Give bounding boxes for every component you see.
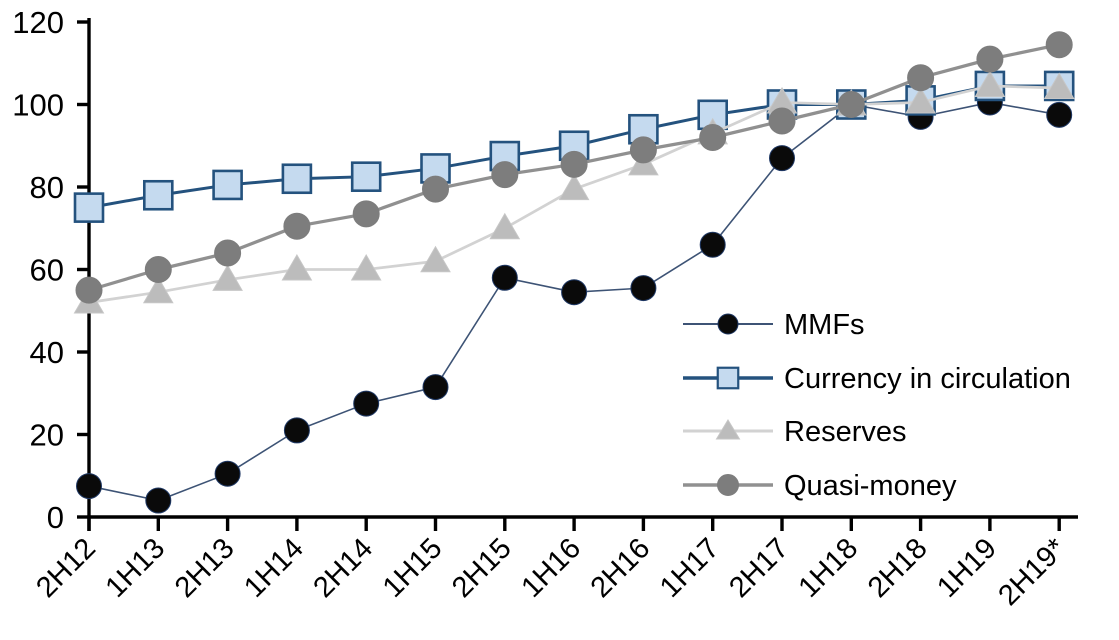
x-axis-labels: 2H121H132H131H142H141H152H151H162H161H17… xyxy=(30,532,1072,612)
circle-marker xyxy=(352,200,380,228)
square-marker xyxy=(73,192,105,223)
triangle-marker xyxy=(974,70,1006,97)
square-marker xyxy=(143,179,174,211)
triangle-marker xyxy=(489,212,521,240)
triangle-marker xyxy=(281,254,313,281)
x-tick-label: 1H17 xyxy=(654,532,726,604)
y-tick-label: 0 xyxy=(47,500,64,535)
x-tick-label: 2H14 xyxy=(307,532,379,604)
series-group xyxy=(73,31,1075,514)
circle-marker xyxy=(560,150,588,178)
circle-marker xyxy=(699,124,727,151)
circle-marker xyxy=(630,275,657,302)
circle-marker xyxy=(76,473,102,500)
circle-marker xyxy=(717,474,739,496)
y-tick-label: 20 xyxy=(30,418,64,453)
circle-marker xyxy=(422,374,449,401)
series-mmfs xyxy=(76,89,1073,514)
circle-marker xyxy=(283,417,310,444)
triangle-marker xyxy=(905,86,936,114)
x-tick-label: 1H19 xyxy=(931,532,1003,604)
circle-marker xyxy=(629,136,657,164)
x-tick-label: 1H16 xyxy=(515,532,587,604)
legend-label-reserves: Reserves xyxy=(784,416,907,448)
y-tick-label: 120 xyxy=(12,5,64,40)
circle-marker xyxy=(717,313,739,335)
y-tick-label: 60 xyxy=(30,253,64,288)
square-marker xyxy=(281,163,313,195)
legend-label-quasi-money: Quasi-money xyxy=(784,470,957,502)
x-tick-label: 2H12 xyxy=(30,532,102,604)
triangle-marker xyxy=(142,276,174,304)
circle-marker xyxy=(422,175,449,203)
axes xyxy=(77,18,1078,531)
x-tick-label: 2H13 xyxy=(169,532,241,604)
legend-label-mmfs: MMFs xyxy=(784,309,865,341)
circle-marker xyxy=(837,91,865,118)
circle-marker xyxy=(145,487,172,514)
x-tick-label: 2H15 xyxy=(446,532,518,604)
square-marker xyxy=(716,366,740,390)
legend-label-currency-in-circulation: Currency in circulation xyxy=(784,363,1071,395)
circle-marker xyxy=(907,64,935,92)
circle-marker xyxy=(75,276,103,304)
circle-marker xyxy=(699,231,726,258)
legend-item-quasi-money: Quasi-money xyxy=(683,470,957,502)
x-tick-label: 1H14 xyxy=(238,532,310,604)
circle-marker xyxy=(353,390,380,417)
x-tick-label: 1H18 xyxy=(793,532,865,604)
y-tick-label: 80 xyxy=(30,170,64,205)
triangle-marker xyxy=(212,264,243,291)
series-quasi-money xyxy=(75,31,1073,304)
circle-marker xyxy=(214,460,241,487)
x-tick-label: 1H13 xyxy=(100,532,172,604)
x-tick-label: 2H18 xyxy=(862,532,934,604)
square-marker xyxy=(350,161,382,192)
legend-item-currency-in-circulation: Currency in circulation xyxy=(683,363,1071,395)
circle-marker xyxy=(768,107,796,135)
x-tick-label: 2H17 xyxy=(723,532,795,604)
triangle-marker xyxy=(350,254,382,281)
x-tick-label: 2H19* xyxy=(993,532,1073,612)
circle-marker xyxy=(769,145,795,172)
circle-marker xyxy=(214,239,242,267)
series-reserves xyxy=(73,70,1075,314)
circle-marker xyxy=(491,264,518,291)
circle-marker xyxy=(1045,31,1073,59)
square-marker xyxy=(212,169,243,201)
legend: MMFs Currency in circulation Reserves Quasi… xyxy=(683,309,1071,502)
triangle-marker xyxy=(558,173,590,201)
triangle-marker xyxy=(420,245,451,273)
circle-marker xyxy=(144,256,172,283)
y-axis-labels: 0 20 40 60 80 100 120 xyxy=(12,5,64,535)
y-tick-label: 100 xyxy=(12,88,64,123)
circle-marker xyxy=(976,45,1004,73)
y-tick-label: 40 xyxy=(30,335,64,370)
circle-marker xyxy=(1046,101,1073,128)
triangle-marker xyxy=(1043,72,1075,99)
legend-item-reserves: Reserves xyxy=(683,416,907,448)
x-tick-label: 1H15 xyxy=(377,532,449,604)
triangle-marker xyxy=(715,419,741,440)
circle-marker xyxy=(283,212,311,240)
legend-item-mmfs: MMFs xyxy=(683,309,865,341)
x-tick-label: 2H16 xyxy=(585,532,657,604)
circle-marker xyxy=(491,161,519,189)
circle-marker xyxy=(561,279,588,306)
